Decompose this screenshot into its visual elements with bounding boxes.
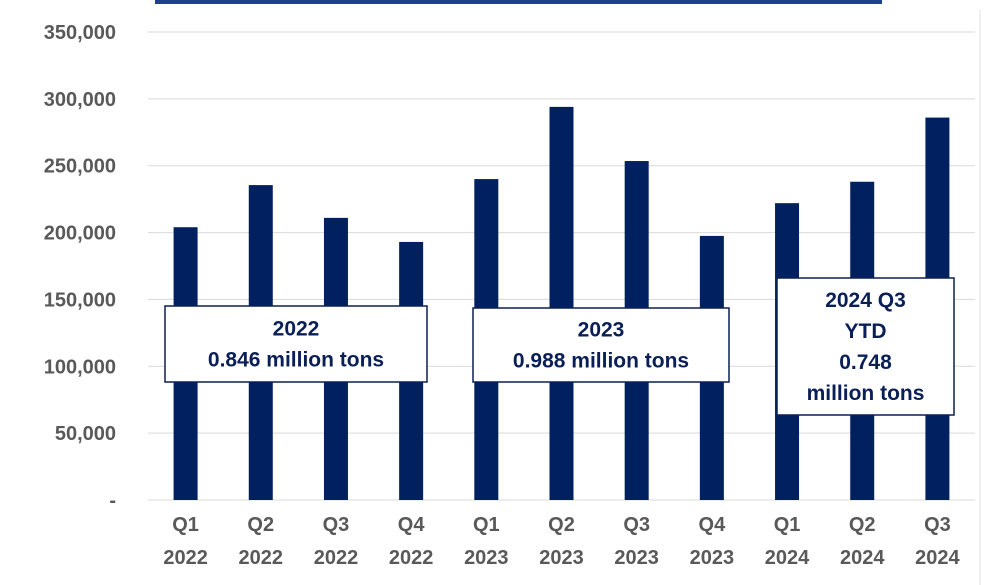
x-tick-label: Q2 xyxy=(247,514,274,536)
x-tick-label: Q1 xyxy=(774,514,801,536)
y-tick-label: 100,000 xyxy=(44,356,116,378)
annotation-text: million tons xyxy=(807,382,925,405)
x-tick-label: 2022 xyxy=(163,547,208,569)
x-tick-label: 2022 xyxy=(239,547,284,569)
y-tick-label: 250,000 xyxy=(44,156,116,178)
x-tick-label: Q3 xyxy=(623,514,650,536)
x-tick-label: 2023 xyxy=(614,547,659,569)
y-tick-label: 50,000 xyxy=(55,423,116,445)
annotation-text: 2023 xyxy=(578,319,625,342)
x-tick-label: 2023 xyxy=(539,547,584,569)
x-tick-label: 2024 xyxy=(915,547,960,569)
x-tick-label: Q1 xyxy=(473,514,500,536)
x-tick-label: 2024 xyxy=(765,547,810,569)
y-axis-ticks: - 50,000 100,000 150,000 200,000 250,000 300,0… xyxy=(44,22,116,512)
x-tick-label: 2023 xyxy=(690,547,735,569)
x-tick-label: Q4 xyxy=(699,514,727,536)
annotation-text: 2024 Q3 xyxy=(825,289,906,312)
x-tick-label: Q2 xyxy=(849,514,876,536)
y-tick-label: 350,000 xyxy=(44,22,116,44)
annotation-text: YTD xyxy=(845,320,887,343)
annotations: 2022 0.846 million tons 2023 0.988 million … xyxy=(164,277,955,416)
x-tick-label: Q2 xyxy=(548,514,575,536)
annotation-text: 0.846 million tons xyxy=(208,349,384,372)
x-tick-label: 2023 xyxy=(464,547,509,569)
x-tick-label: Q1 xyxy=(172,514,199,536)
x-tick-label: Q4 xyxy=(398,514,426,536)
annotation-frame xyxy=(776,277,955,416)
annotation-text: 2022 xyxy=(273,318,320,341)
annotation-text: 0.748 xyxy=(839,351,892,374)
x-tick-label: 2022 xyxy=(314,547,359,569)
annotation-frame xyxy=(164,305,428,383)
x-tick-label: 2022 xyxy=(389,547,434,569)
x-tick-label: Q3 xyxy=(323,514,350,536)
x-axis-ticks: Q1 2022 Q2 2022 Q3 2022 Q4 2022 Q1 2023 Q2 2023 Q3 20… xyxy=(163,514,960,569)
y-tick-label: - xyxy=(109,490,116,512)
x-tick-label: 2024 xyxy=(840,547,885,569)
bar xyxy=(549,106,574,500)
y-tick-label: 200,000 xyxy=(44,223,116,245)
y-tick-label: 150,000 xyxy=(44,289,116,311)
y-tick-label: 300,000 xyxy=(44,89,116,111)
annotation-frame xyxy=(472,307,730,383)
x-tick-label: Q3 xyxy=(924,514,951,536)
annotation-text: 0.988 million tons xyxy=(513,350,689,373)
top-strip xyxy=(155,0,882,4)
annotation-box: 2022 0.846 million tons xyxy=(164,305,428,383)
annotation-box: 2023 0.988 million tons xyxy=(472,307,730,383)
annotation-box: 2024 Q3 YTD 0.748 million tons xyxy=(776,277,955,416)
